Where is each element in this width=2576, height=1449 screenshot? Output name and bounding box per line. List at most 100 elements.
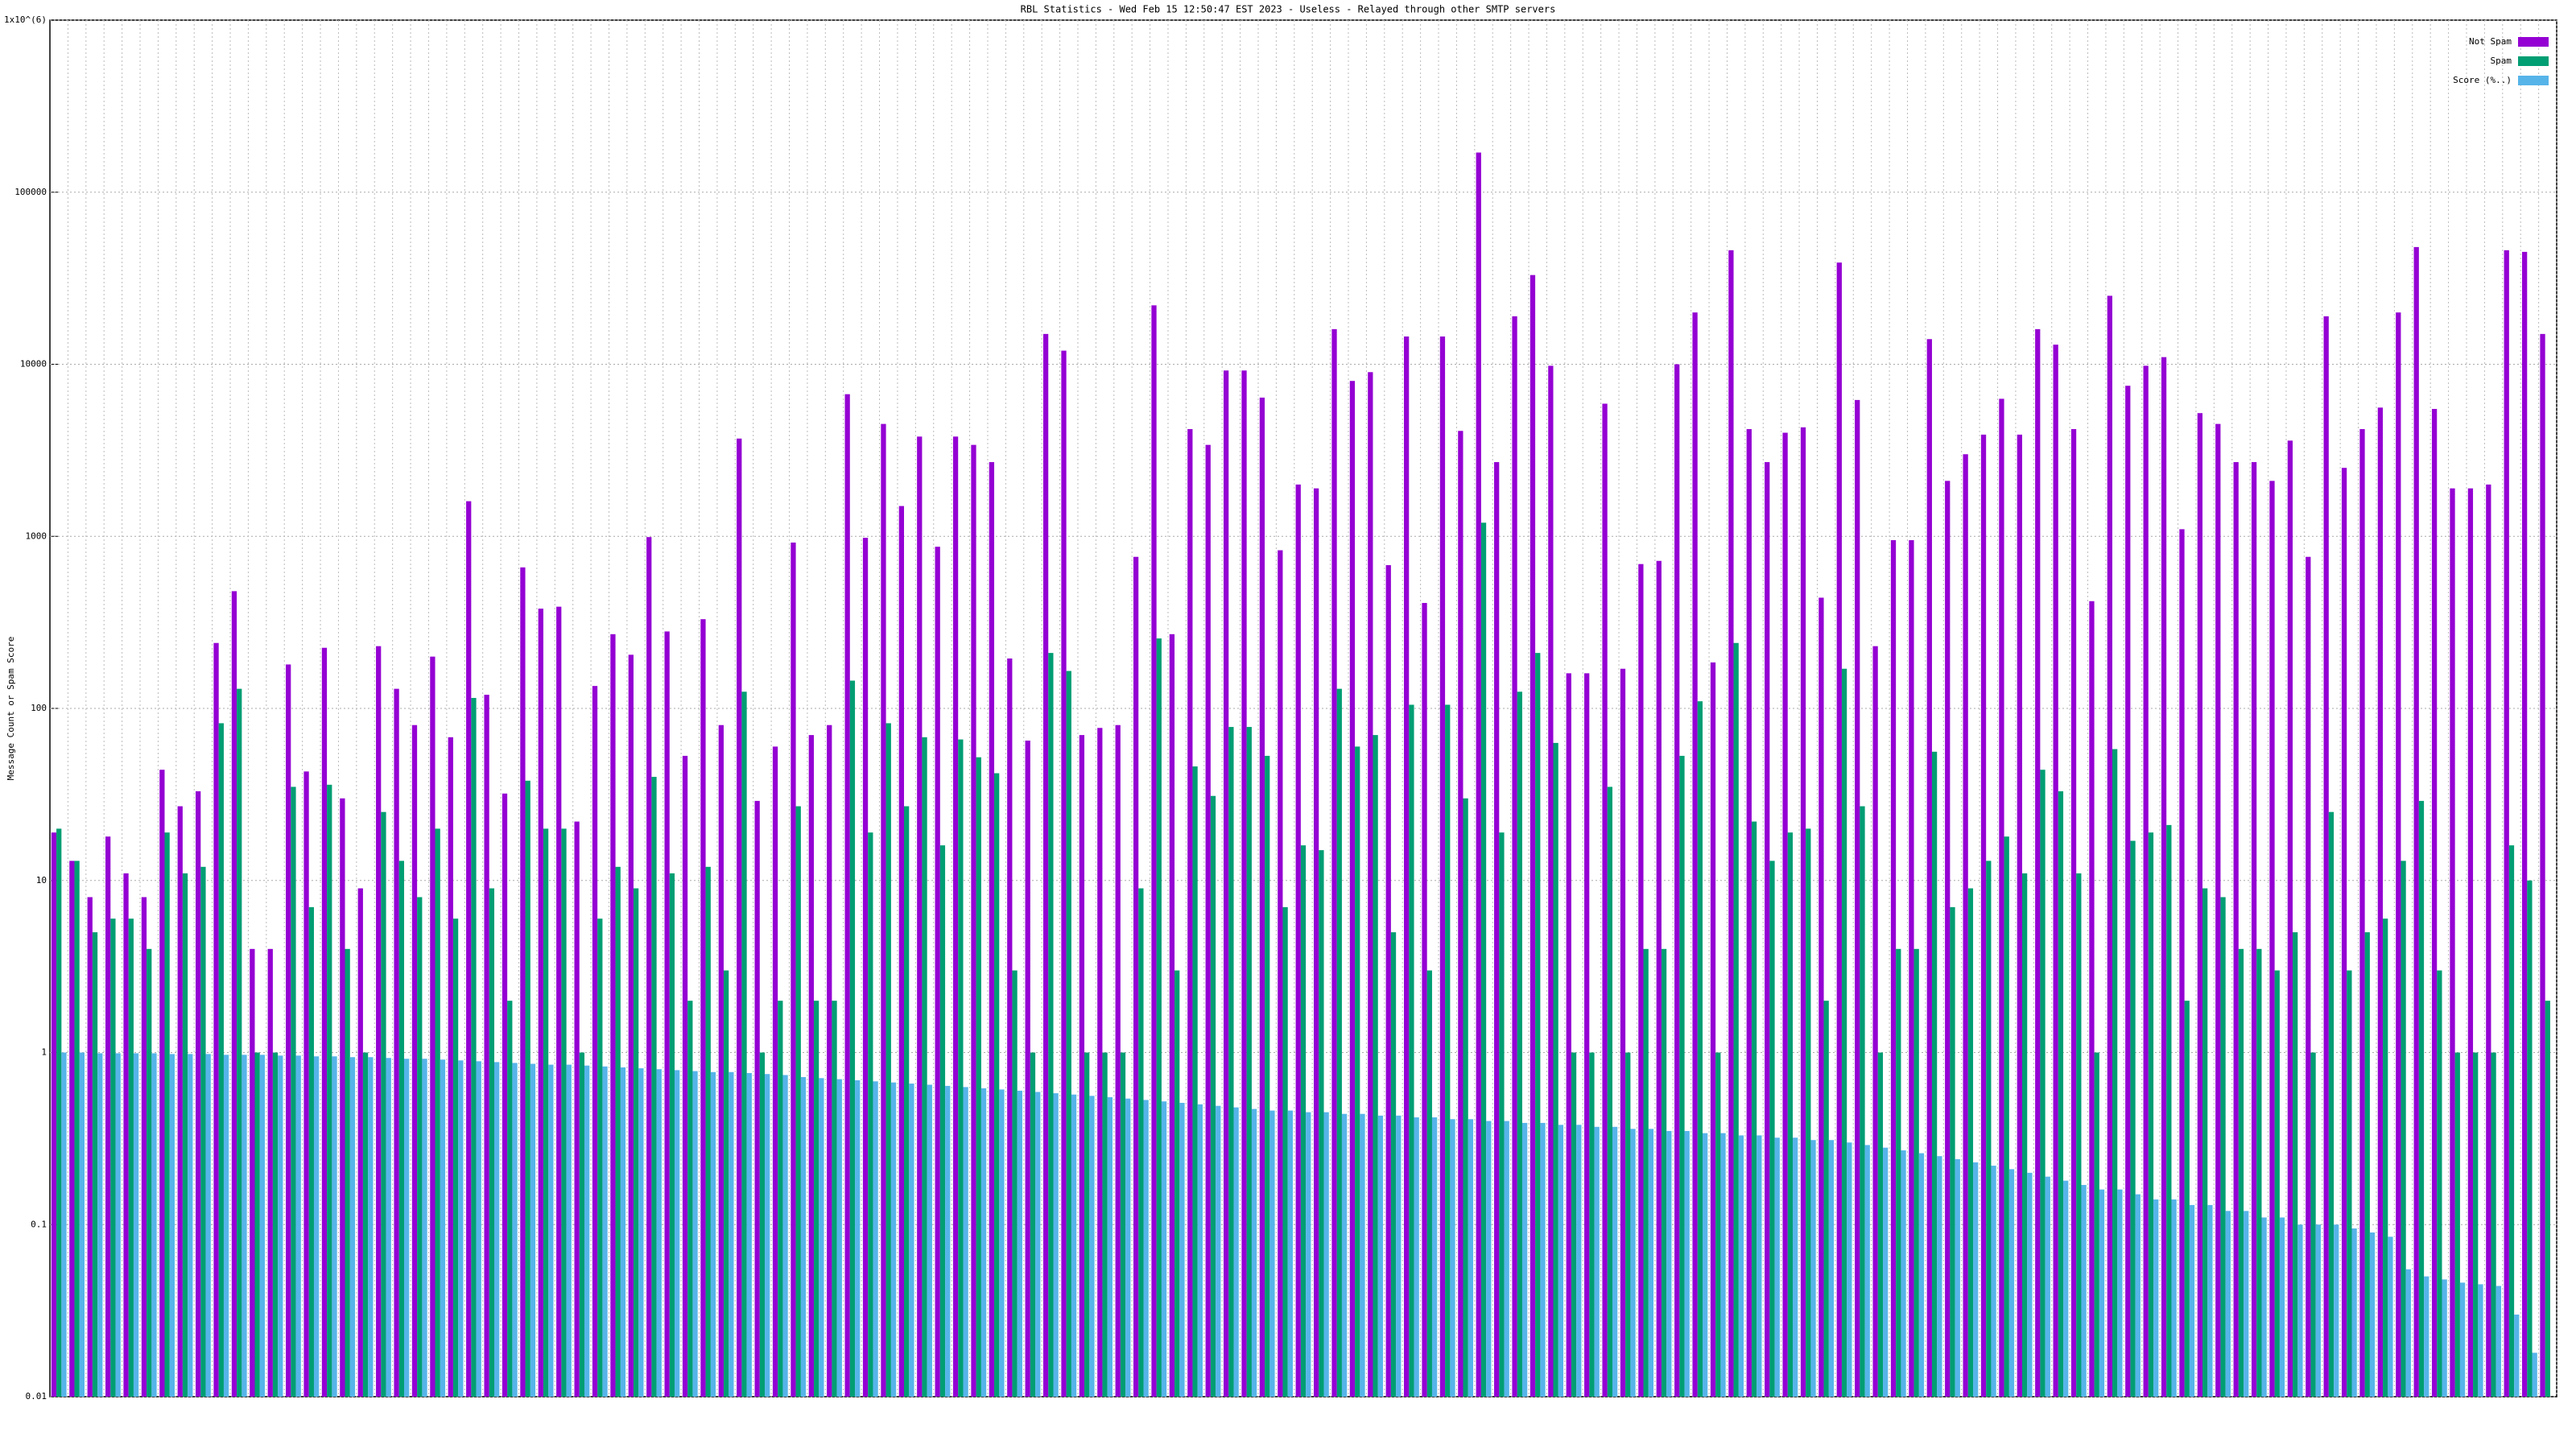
bar [2413,246,2419,1397]
bar [466,501,472,1397]
bar [1450,1119,1455,1397]
bar [2189,1204,2195,1397]
bar [1089,1096,1095,1397]
bar [1042,333,1049,1397]
bar [1097,728,1103,1397]
bar [1151,305,1157,1397]
y-tick-label: 0.1 [31,1219,47,1229]
bar [2527,880,2533,1397]
bar [832,1001,837,1397]
bar [2143,365,2149,1397]
bar [295,1055,301,1397]
bar [2364,932,2370,1397]
bar [267,948,273,1397]
bar [2431,408,2438,1397]
bar [386,1058,391,1397]
bar [2532,1352,2537,1397]
bar [1945,481,1951,1397]
bar [2310,1052,2316,1397]
bar [543,828,549,1397]
bar [376,646,382,1397]
bar [813,1001,819,1397]
bar [1336,688,1342,1397]
bar [231,591,237,1397]
bar [530,1063,536,1397]
bar [512,1063,518,1397]
bar [2545,1001,2550,1397]
bar [1828,1140,1835,1397]
bar [1674,364,1680,1397]
bar [1787,832,1794,1397]
bar [2081,1184,2087,1397]
bar [1800,427,1806,1397]
bar [398,861,404,1397]
bar [1589,1052,1595,1397]
bar [237,688,242,1397]
bar [2035,328,2041,1397]
bar [782,1075,788,1397]
bar [2040,770,2046,1397]
bar [1251,1108,1257,1397]
bar [291,786,296,1397]
bar [278,1055,283,1397]
bar [945,1085,951,1397]
bar [1458,431,1463,1397]
bar [705,866,711,1397]
bar [2383,919,2388,1397]
bar [200,866,206,1397]
bar [2323,316,2329,1397]
bar [1986,861,1992,1397]
bar [411,724,418,1397]
bar [1360,1113,1365,1397]
bar [1684,1130,1690,1397]
bar [2521,251,2528,1397]
bar [2405,1269,2411,1397]
bar [538,609,543,1397]
bar [520,567,526,1397]
bar [182,873,188,1397]
bar [1390,932,1397,1397]
bar [1295,484,1301,1397]
bar [345,948,350,1397]
bar [1107,1096,1113,1397]
bar [79,1052,85,1397]
bar [656,1069,662,1397]
bar [2540,333,2545,1397]
bar [56,828,62,1397]
bar [2184,1001,2190,1397]
bar [2058,791,2064,1397]
bar [1048,653,1054,1397]
bar [2244,1211,2249,1397]
bar [128,919,134,1397]
y-tick-label: 100000 [14,187,47,197]
bar [332,1056,337,1397]
bar [2256,948,2262,1397]
bar [69,861,75,1397]
bar [1594,1126,1600,1397]
bar [628,654,634,1397]
bar [700,619,706,1397]
bar [791,542,796,1397]
bar [1396,1115,1402,1397]
bar [1300,845,1307,1397]
bar [976,757,981,1397]
bar [2418,800,2425,1397]
bar [2202,888,2208,1397]
bar [1530,275,1536,1397]
bar [2467,488,2474,1397]
bar [917,436,923,1397]
bar [313,1056,320,1397]
bar [489,888,495,1397]
bar [1385,565,1391,1397]
bar [692,1071,698,1397]
bar [1765,462,1770,1397]
bar [1480,522,1487,1397]
bar [836,1079,842,1397]
bar [741,691,747,1397]
bar [2197,413,2203,1397]
legend-label: Score (%..) [2453,75,2512,85]
bar [2401,861,2406,1397]
bar [1638,564,1644,1397]
bar [1913,948,1919,1397]
bar [1007,658,1013,1397]
